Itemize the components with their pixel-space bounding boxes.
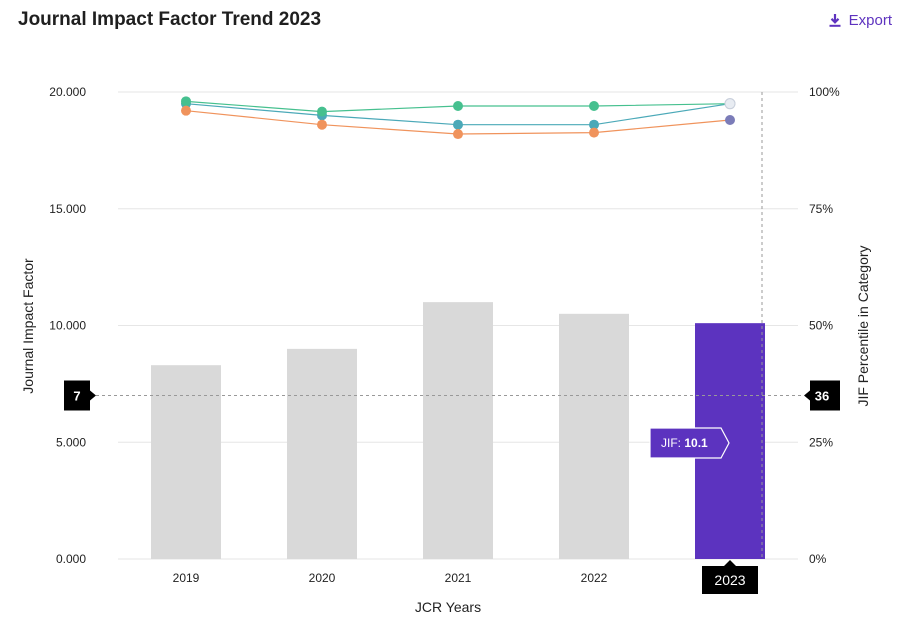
export-button[interactable]: Export bbox=[829, 12, 892, 29]
y2-tick-label: 0% bbox=[809, 552, 827, 566]
crosshair-left-badge bbox=[64, 380, 96, 411]
chart-title: Journal Impact Factor Trend 2023 bbox=[18, 9, 322, 30]
percentile-point bbox=[453, 129, 463, 140]
percentile-point bbox=[453, 101, 463, 112]
y2-tick-label: 50% bbox=[809, 319, 833, 333]
download-icon bbox=[829, 14, 841, 27]
y-tick-label: 5.000 bbox=[56, 435, 86, 449]
y2-tick-label: 25% bbox=[809, 435, 833, 449]
percentile-point bbox=[181, 96, 191, 107]
percentile-point bbox=[589, 119, 599, 130]
percentile-point bbox=[724, 98, 736, 110]
y-tick-label: 0.000 bbox=[56, 552, 86, 566]
percentile-point bbox=[453, 119, 463, 130]
y2-axis-title: JIF Percentile in Category bbox=[855, 245, 871, 406]
y-tick-label: 15.000 bbox=[49, 202, 86, 216]
percentile-point bbox=[317, 119, 327, 130]
bar bbox=[559, 313, 629, 559]
y2-tick-label: 75% bbox=[809, 202, 833, 216]
x-tick-label: 2019 bbox=[173, 571, 200, 585]
x-axis-title: JCR Years bbox=[415, 599, 481, 615]
percentile-point bbox=[725, 115, 735, 126]
percentile-point bbox=[589, 127, 599, 138]
y-axis-title: Journal Impact Factor bbox=[20, 258, 36, 394]
x-tick-label: 2022 bbox=[581, 571, 608, 585]
selected-year-badge bbox=[702, 560, 758, 594]
export-label: Export bbox=[848, 12, 892, 29]
selected-year-label: 2023 bbox=[714, 572, 745, 588]
jif-tooltip-text: JIF: 10.1 bbox=[661, 436, 708, 450]
percentile-point bbox=[181, 105, 191, 116]
percentile-point bbox=[317, 106, 327, 117]
bar bbox=[423, 302, 493, 559]
jif-tooltip-value: 10.1 bbox=[684, 436, 708, 450]
bar bbox=[287, 348, 357, 559]
y-tick-label: 10.000 bbox=[49, 319, 86, 333]
crosshair-left-label: 7 bbox=[73, 389, 80, 404]
x-tick-label: 2020 bbox=[309, 571, 336, 585]
x-tick-label: 2021 bbox=[445, 571, 472, 585]
percentile-point bbox=[589, 101, 599, 112]
bar bbox=[151, 365, 221, 559]
y-tick-label: 20.000 bbox=[49, 85, 86, 99]
jif-tooltip bbox=[649, 427, 730, 459]
crosshair-right-badge bbox=[804, 380, 840, 411]
y2-tick-label: 100% bbox=[809, 85, 840, 99]
jif-tooltip-label: JIF: bbox=[661, 436, 684, 450]
crosshair-right-label: 36 bbox=[815, 389, 829, 404]
